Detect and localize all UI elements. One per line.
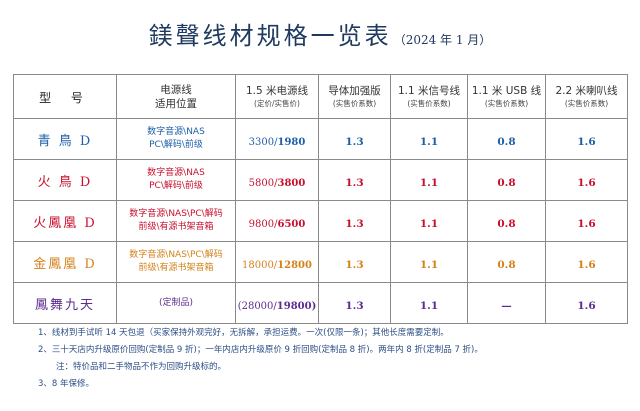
spec-table: 型 号 电源线 适用位置 1.5 米电源线 (定价/实售价) 导体加强版 (实售… xyxy=(13,74,628,324)
price-sale: 3800 xyxy=(277,177,306,189)
header-usage-main: 电源线 xyxy=(160,83,192,96)
price-sale: 12800 xyxy=(277,259,312,271)
price-list: 3300/ xyxy=(248,136,278,148)
model-name: 鳳舞九天 xyxy=(34,297,95,313)
ground-coef: 1.3 xyxy=(345,135,364,148)
price-sale: 1980 xyxy=(277,136,306,148)
signal-coef: 1.1 xyxy=(419,258,439,271)
header-signal-sub: (实售价系数) xyxy=(407,99,451,108)
title-block: 鎂聲线材规格一览表 （2024 年 1 月） xyxy=(0,16,640,51)
signal-coef: 1.1 xyxy=(419,176,439,189)
speaker-coef: 1.6 xyxy=(577,299,596,312)
ground-coef: 1.3 xyxy=(345,176,364,189)
note-line: 2、三十天店内升级原价回购(定制品 9 折)；一年内店内升级原价 9 折回购(定… xyxy=(38,345,483,355)
header-speaker-sub: (实售价系数) xyxy=(564,99,609,108)
usb-coef: 0.8 xyxy=(497,135,516,148)
model-name: 火 鳥 D xyxy=(37,174,93,190)
header-power-sub: (定价/实售价) xyxy=(254,99,300,108)
model-name: 青 鳥 D xyxy=(37,133,93,149)
signal-coef: 1.1 xyxy=(419,299,439,312)
header-usage: 电源线 适用位置 xyxy=(116,74,236,119)
speaker-coef: 1.6 xyxy=(577,217,596,230)
usage-line: PC\解码\前级 xyxy=(149,181,203,191)
speaker-coef: 1.6 xyxy=(577,176,596,189)
header-row: 型 号 电源线 适用位置 1.5 米电源线 (定价/实售价) 导体加强版 (实售… xyxy=(13,74,628,119)
usb-coef: 0.8 xyxy=(497,217,516,230)
table-row: 青 鳥 D 数字音源\NAS PC\解码\前级 3300/1980 1.3 1.1… xyxy=(13,118,628,160)
model-name: 火鳳凰 D xyxy=(33,215,97,231)
header-usb-sub: (实售价系数) xyxy=(484,99,529,108)
header-signal-main: 1.1 米信号线 xyxy=(397,85,461,97)
note-line: 1、线材到手试听 14 天包退（买家保持外观完好，无拆解，承担运费。一次(仅限一… xyxy=(38,328,449,338)
page-subtitle: （2024 年 1 月） xyxy=(393,33,492,47)
header-ground-sub: (实售价系数) xyxy=(332,99,377,108)
usage-line: PC\解码\前级 xyxy=(149,140,203,150)
header-speaker-main: 2.2 米喇叭线 xyxy=(555,85,618,97)
table-row: 鳳舞九天 (定制品) (28000/19800) 1.3 1.1 — 1.6 xyxy=(13,282,628,324)
signal-coef: 1.1 xyxy=(419,135,439,148)
ground-coef: 1.3 xyxy=(345,258,364,271)
usage-line: 数字音源\NAS\PC\解码 xyxy=(129,209,223,219)
header-model: 型 号 xyxy=(13,74,117,119)
note-line: 3、8 年保修。 xyxy=(38,379,95,389)
header-usage-sub: 适用位置 xyxy=(155,97,197,110)
signal-coef: 1.1 xyxy=(419,217,439,230)
usb-coef: — xyxy=(501,299,512,312)
ground-coef: 1.3 xyxy=(345,299,364,312)
usage-line: 数字音源\NAS xyxy=(147,127,205,137)
usage-line: 前级\有源书架音箱 xyxy=(138,263,214,273)
usage-line: (定制品) xyxy=(158,297,194,308)
header-power-main: 1.5 米电源线 xyxy=(245,85,309,97)
header-power: 1.5 米电源线 (定价/实售价) xyxy=(235,74,319,119)
usb-coef: 0.8 xyxy=(497,258,516,271)
speaker-coef: 1.6 xyxy=(577,258,596,271)
table-row: 火 鳥 D 数字音源\NAS PC\解码\前级 5800/3800 1.3 1.1… xyxy=(13,159,628,201)
page-title: 鎂聲线材规格一览表 xyxy=(148,22,392,50)
note-line: 注：特价品和二手物品不作为回购升级标的。 xyxy=(56,362,227,372)
table-row: 火鳳凰 D 数字音源\NAS\PC\解码 前级\有源书架音箱 9800/6500 … xyxy=(13,200,628,242)
usage-line: 数字音源\NAS\PC\解码 xyxy=(129,250,223,260)
price-list: 18000/ xyxy=(242,259,278,271)
header-ground-main: 导体加强版 xyxy=(328,85,381,97)
usage-line: 前级\有源书架音箱 xyxy=(138,222,214,232)
ground-coef: 1.3 xyxy=(345,217,364,230)
price-list: 5800/ xyxy=(248,177,278,189)
price-list: 9800/ xyxy=(248,218,278,230)
header-usb: 1.1 米 USB 线 (实售价系数) xyxy=(467,74,546,119)
price-sale: 6500 xyxy=(277,218,306,230)
speaker-coef: 1.6 xyxy=(577,135,596,148)
price-list: (28000/ xyxy=(237,300,277,312)
header-speaker: 2.2 米喇叭线 (实售价系数) xyxy=(545,74,628,119)
usb-coef: 0.8 xyxy=(497,176,516,189)
header-usb-main: 1.1 米 USB 线 xyxy=(471,85,542,97)
usage-line: 数字音源\NAS xyxy=(147,168,205,178)
price-sale: 19800) xyxy=(276,300,317,312)
table-row: 金鳳凰 D 数字音源\NAS\PC\解码 前级\有源书架音箱 18000/1280… xyxy=(13,241,628,283)
header-ground: 导体加强版 (实售价系数) xyxy=(318,74,391,119)
notes: 1、线材到手试听 14 天包退（买家保持外观完好，无拆解，承担运费。一次(仅限一… xyxy=(38,325,628,393)
header-signal: 1.1 米信号线 (实售价系数) xyxy=(390,74,468,119)
model-name: 金鳳凰 D xyxy=(33,256,97,272)
